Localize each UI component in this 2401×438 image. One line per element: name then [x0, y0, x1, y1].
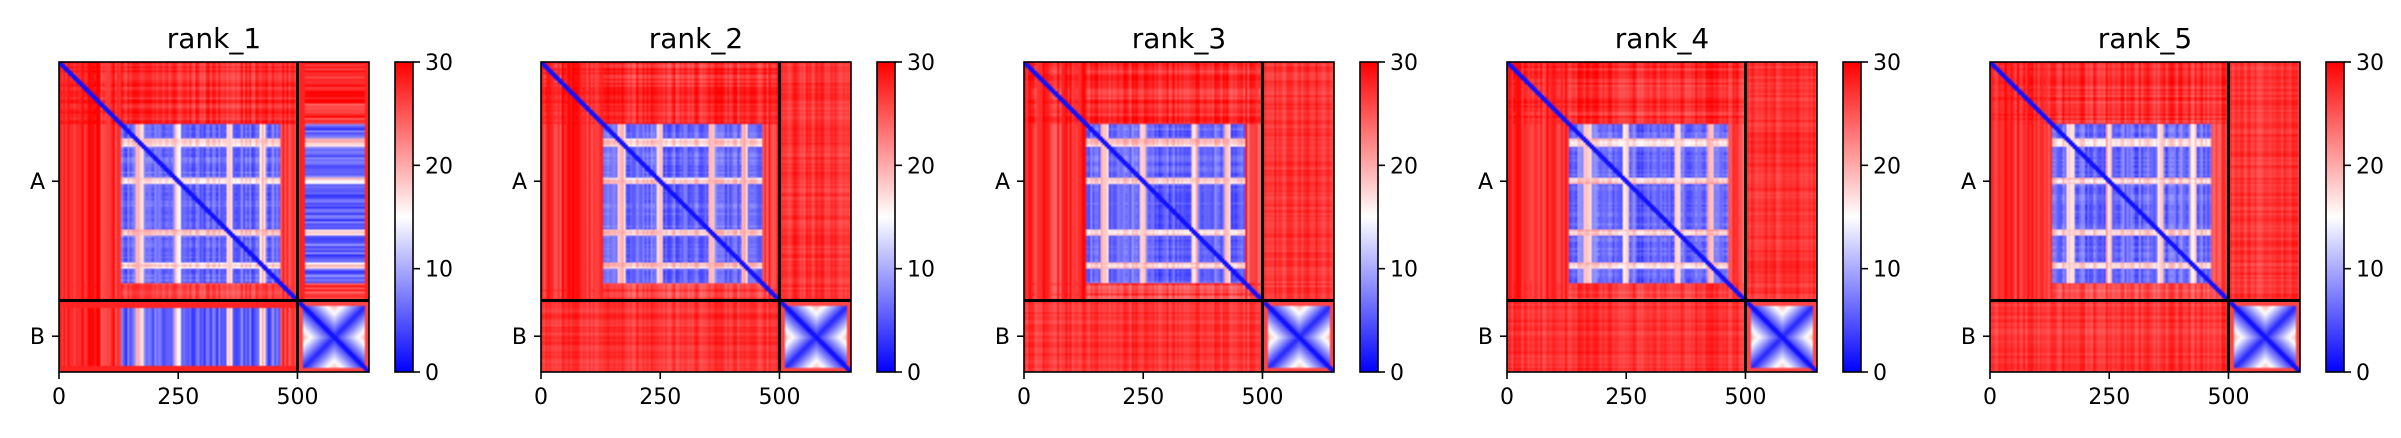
plot-frame — [1506, 61, 1818, 373]
x-tick-label: 0 — [1017, 385, 1031, 410]
pae-panel: rank_5 0 250 500 A B 0 10 20 30 — [1961, 22, 2384, 410]
colorbar-tick-label: 10 — [1390, 258, 1418, 283]
y-tick-label: A — [30, 170, 45, 195]
pae-heatmap — [1507, 62, 1817, 372]
colorbar-tick-label: 20 — [907, 154, 935, 179]
colorbar-tick-label: 10 — [425, 258, 453, 283]
colorbar-tick-label: 0 — [2356, 361, 2370, 386]
colorbar-frame — [2325, 61, 2345, 373]
y-tick-label: B — [30, 325, 45, 350]
x-tick-label: 250 — [1122, 385, 1164, 410]
x-tick-label: 500 — [2207, 385, 2249, 410]
x-tick-label: 0 — [52, 385, 66, 410]
pae-panel: rank_4 0 250 500 A B 0 10 20 30 — [1478, 22, 1901, 410]
x-tick-label: 0 — [1983, 385, 1997, 410]
plot-frame — [1023, 61, 1335, 373]
colorbar-tick-label: 20 — [425, 154, 453, 179]
plot-frame — [1989, 61, 2301, 373]
colorbar-frame — [1842, 61, 1862, 373]
x-tick-label: 250 — [639, 385, 681, 410]
plot-frame — [540, 61, 852, 373]
y-tick-label: A — [1478, 170, 1493, 195]
colorbar-tick-label: 0 — [1873, 361, 1887, 386]
colorbar-tick-label: 10 — [907, 258, 935, 283]
y-tick-label: B — [1961, 325, 1976, 350]
panel-title: rank_2 — [649, 22, 743, 55]
x-tick-label: 500 — [1241, 385, 1283, 410]
panel-title: rank_1 — [167, 22, 261, 55]
x-tick-label: 500 — [1724, 385, 1766, 410]
x-tick-label: 250 — [157, 385, 199, 410]
colorbar-tick-label: 20 — [2356, 154, 2384, 179]
x-tick-label: 250 — [2088, 385, 2130, 410]
colorbar — [1843, 62, 1861, 372]
colorbar-tick-label: 20 — [1873, 154, 1901, 179]
colorbar — [1360, 62, 1378, 372]
colorbar-tick-label: 0 — [425, 361, 439, 386]
pae-heatmap — [1990, 62, 2300, 372]
pae-panel: rank_1 0 250 500 A B 0 10 20 30 — [30, 22, 453, 410]
pae-heatmap — [59, 62, 369, 372]
panel-title: rank_5 — [2098, 22, 2192, 55]
colorbar-frame — [394, 61, 414, 373]
y-tick-label: B — [512, 325, 527, 350]
colorbar-tick-label: 30 — [1390, 51, 1418, 76]
x-tick-label: 250 — [1605, 385, 1647, 410]
panel-title: rank_3 — [1132, 22, 1226, 55]
colorbar — [877, 62, 895, 372]
colorbar-tick-label: 10 — [2356, 258, 2384, 283]
pae-heatmap — [1024, 62, 1334, 372]
colorbar-tick-label: 30 — [907, 51, 935, 76]
y-tick-label: A — [512, 170, 527, 195]
colorbar-frame — [876, 61, 896, 373]
pae-panel: rank_3 0 250 500 A B 0 10 20 30 — [995, 22, 1418, 410]
x-tick-label: 500 — [276, 385, 318, 410]
colorbar — [2326, 62, 2344, 372]
x-tick-label: 0 — [1500, 385, 1514, 410]
y-tick-label: B — [995, 325, 1010, 350]
y-tick-label: A — [1961, 170, 1976, 195]
pae-heatmap — [541, 62, 851, 372]
colorbar-tick-label: 30 — [2356, 51, 2384, 76]
y-tick-label: B — [1478, 325, 1493, 350]
pae-panel: rank_2 0 250 500 A B 0 10 20 30 — [512, 22, 935, 410]
colorbar — [395, 62, 413, 372]
y-tick-label: A — [995, 170, 1010, 195]
panel-title: rank_4 — [1615, 22, 1709, 55]
plot-frame — [58, 61, 370, 373]
colorbar-tick-label: 0 — [907, 361, 921, 386]
colorbar-tick-label: 30 — [425, 51, 453, 76]
x-tick-label: 0 — [534, 385, 548, 410]
colorbar-tick-label: 10 — [1873, 258, 1901, 283]
colorbar-tick-label: 30 — [1873, 51, 1901, 76]
colorbar-tick-label: 20 — [1390, 154, 1418, 179]
colorbar-tick-label: 0 — [1390, 361, 1404, 386]
colorbar-frame — [1359, 61, 1379, 373]
x-tick-label: 500 — [758, 385, 800, 410]
